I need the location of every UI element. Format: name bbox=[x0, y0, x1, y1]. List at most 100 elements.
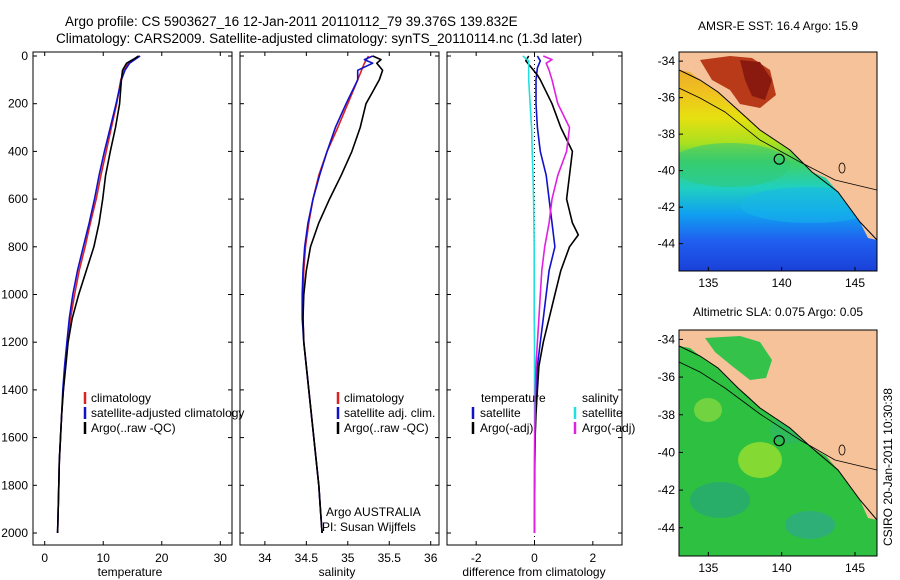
sla-map-title: Altimetric SLA: 0.075 Argo: 0.05 bbox=[693, 305, 863, 319]
x-tick-label: 36 bbox=[424, 551, 438, 565]
x-tick-label: 20 bbox=[155, 551, 169, 565]
sst-island bbox=[838, 162, 846, 174]
legend-title-temperature: temperature bbox=[481, 391, 546, 405]
map-x-tick-label: 135 bbox=[698, 561, 718, 575]
map-y-tick-label: -42 bbox=[658, 483, 676, 497]
x-tick-label: -2 bbox=[471, 551, 482, 565]
x-tick-label: 2 bbox=[589, 551, 596, 565]
csiro-timestamp: CSIRO 20-Jan-2011 10:30:38 bbox=[881, 388, 895, 546]
y-tick-label: 1600 bbox=[1, 431, 28, 445]
map-x-tick-label: 140 bbox=[772, 561, 792, 575]
salinity-legend: climatology satellite adj. clim. Argo(..… bbox=[336, 391, 435, 435]
y-tick-label: 2000 bbox=[1, 526, 28, 540]
series-salinity-argo-adj- bbox=[533, 55, 571, 533]
y-tick-label: 0 bbox=[21, 49, 28, 63]
legend-label-temp-argo: Argo(-adj) bbox=[480, 421, 533, 435]
map-y-tick-label: -34 bbox=[658, 54, 676, 68]
argo-position-marker bbox=[773, 153, 785, 165]
title-line-1: Argo profile: CS 5903627_16 12-Jan-2011 … bbox=[65, 14, 518, 29]
salinity-axes-frame bbox=[239, 51, 440, 546]
y-tick-label: 600 bbox=[8, 192, 28, 206]
legend-title-salinity: salinity bbox=[582, 391, 619, 405]
temperature-axes-frame bbox=[32, 51, 233, 546]
legend-label-sal-satellite: satellite bbox=[582, 406, 623, 420]
legend-label-temp-satellite: satellite bbox=[480, 406, 521, 420]
legend-label-climatology: climatology bbox=[91, 391, 151, 405]
map-y-tick-label: -38 bbox=[658, 127, 676, 141]
map-y-tick-label: -40 bbox=[658, 164, 676, 178]
sst-patch bbox=[679, 143, 790, 187]
map-x-tick-label: 145 bbox=[845, 276, 865, 290]
x-tick-label: 34 bbox=[258, 551, 272, 565]
sla-island bbox=[838, 444, 846, 456]
legend-label-satellite: satellite-adjusted climatology bbox=[91, 406, 244, 420]
x-tick-label: 35.5 bbox=[378, 551, 402, 565]
y-tick-label: 400 bbox=[8, 144, 28, 158]
sst-map-frame bbox=[678, 51, 878, 272]
y-tick-label: 200 bbox=[8, 97, 28, 111]
map-y-tick-label: -36 bbox=[658, 91, 676, 105]
sla-map: Altimetric SLA: 0.075 Argo: 0.05 135 140 1… bbox=[658, 305, 878, 575]
x-tick-label: 30 bbox=[214, 551, 228, 565]
legend-label-argo: Argo(..raw -QC) bbox=[344, 421, 429, 435]
map-y-tick-label: -34 bbox=[658, 332, 676, 346]
sla-coastline bbox=[679, 345, 877, 521]
series-argo-raw-qc- bbox=[56, 55, 139, 534]
x-tick-label: 34.5 bbox=[295, 551, 319, 565]
difference-panel: -2 0 2 difference from climatology tempera… bbox=[446, 51, 635, 579]
sst-land bbox=[679, 52, 877, 240]
map-y-tick-label: -36 bbox=[658, 370, 676, 384]
map-x-tick-label: 135 bbox=[698, 276, 718, 290]
sst-map-title: AMSR-E SST: 16.4 Argo: 15.9 bbox=[698, 19, 858, 33]
temperature-legend: climatology satellite-adjusted climatolo… bbox=[83, 391, 244, 435]
y-tick-label: 1800 bbox=[1, 478, 28, 492]
temperature-xlabel: temperature bbox=[98, 565, 163, 579]
argo-position-marker bbox=[773, 435, 785, 447]
sla-anomaly-low bbox=[690, 482, 750, 518]
sla-anomaly-high bbox=[694, 398, 722, 422]
y-tick-label: 800 bbox=[8, 240, 28, 254]
sst-gulf-warmest bbox=[740, 60, 772, 100]
x-tick-label: 10 bbox=[97, 551, 111, 565]
sla-shelf-contour bbox=[679, 361, 877, 471]
difference-xlabel: difference from climatology bbox=[462, 565, 605, 579]
salinity-xlabel: salinity bbox=[319, 565, 356, 579]
sla-map-frame bbox=[678, 329, 878, 557]
y-tick-label: 1000 bbox=[1, 288, 28, 302]
series-climatology bbox=[56, 55, 140, 534]
series-salinity-satellite bbox=[522, 55, 536, 533]
sla-anomaly-high bbox=[738, 442, 782, 478]
legend-label-satellite: satellite adj. clim. bbox=[344, 406, 435, 420]
map-x-tick-label: 140 bbox=[772, 276, 792, 290]
difference-legend: temperature salinity satellite Argo(-adj… bbox=[471, 391, 635, 435]
sst-map: AMSR-E SST: 16.4 Argo: 15.9 135 140 145 -34… bbox=[658, 19, 878, 290]
series-temperature-satellite bbox=[533, 55, 556, 533]
y-tick-label: 1200 bbox=[1, 335, 28, 349]
series-argo-raw-qc- bbox=[302, 55, 384, 534]
legend-label-argo: Argo(..raw -QC) bbox=[91, 421, 176, 435]
map-y-tick-label: -38 bbox=[658, 408, 676, 422]
x-tick-label: 35 bbox=[341, 551, 355, 565]
pi-label: PI: Susan Wijffels bbox=[322, 520, 416, 534]
series-satellite-adjusted-climatology bbox=[56, 55, 141, 534]
x-tick-label: 0 bbox=[41, 551, 48, 565]
sst-coastline bbox=[679, 69, 877, 241]
sla-gulf bbox=[705, 336, 772, 380]
legend-label-sal-argo: Argo(-adj) bbox=[582, 421, 635, 435]
argo-group-label: Argo AUSTRALIA bbox=[326, 505, 421, 519]
map-y-tick-label: -42 bbox=[658, 200, 676, 214]
title-line-2: Climatology: CARS2009. Satellite-adjuste… bbox=[56, 31, 582, 46]
sst-shelf-contour bbox=[679, 87, 877, 191]
temperature-panel: 0 10 20 30 0 200 400 600 800 1000 1200 1400 1600 1800… bbox=[1, 49, 244, 579]
map-y-tick-label: -44 bbox=[658, 521, 676, 535]
map-y-tick-label: -40 bbox=[658, 445, 676, 459]
legend-label-climatology: climatology bbox=[344, 391, 404, 405]
sla-land bbox=[679, 330, 877, 520]
map-x-tick-label: 145 bbox=[845, 561, 865, 575]
sla-anomaly-low bbox=[785, 511, 835, 539]
y-tick-label: 1400 bbox=[1, 383, 28, 397]
salinity-panel: 34 34.5 35 35.5 36 salinity climatology sate… bbox=[239, 51, 440, 579]
map-y-tick-label: -44 bbox=[658, 237, 676, 251]
x-tick-label: 0 bbox=[531, 551, 538, 565]
